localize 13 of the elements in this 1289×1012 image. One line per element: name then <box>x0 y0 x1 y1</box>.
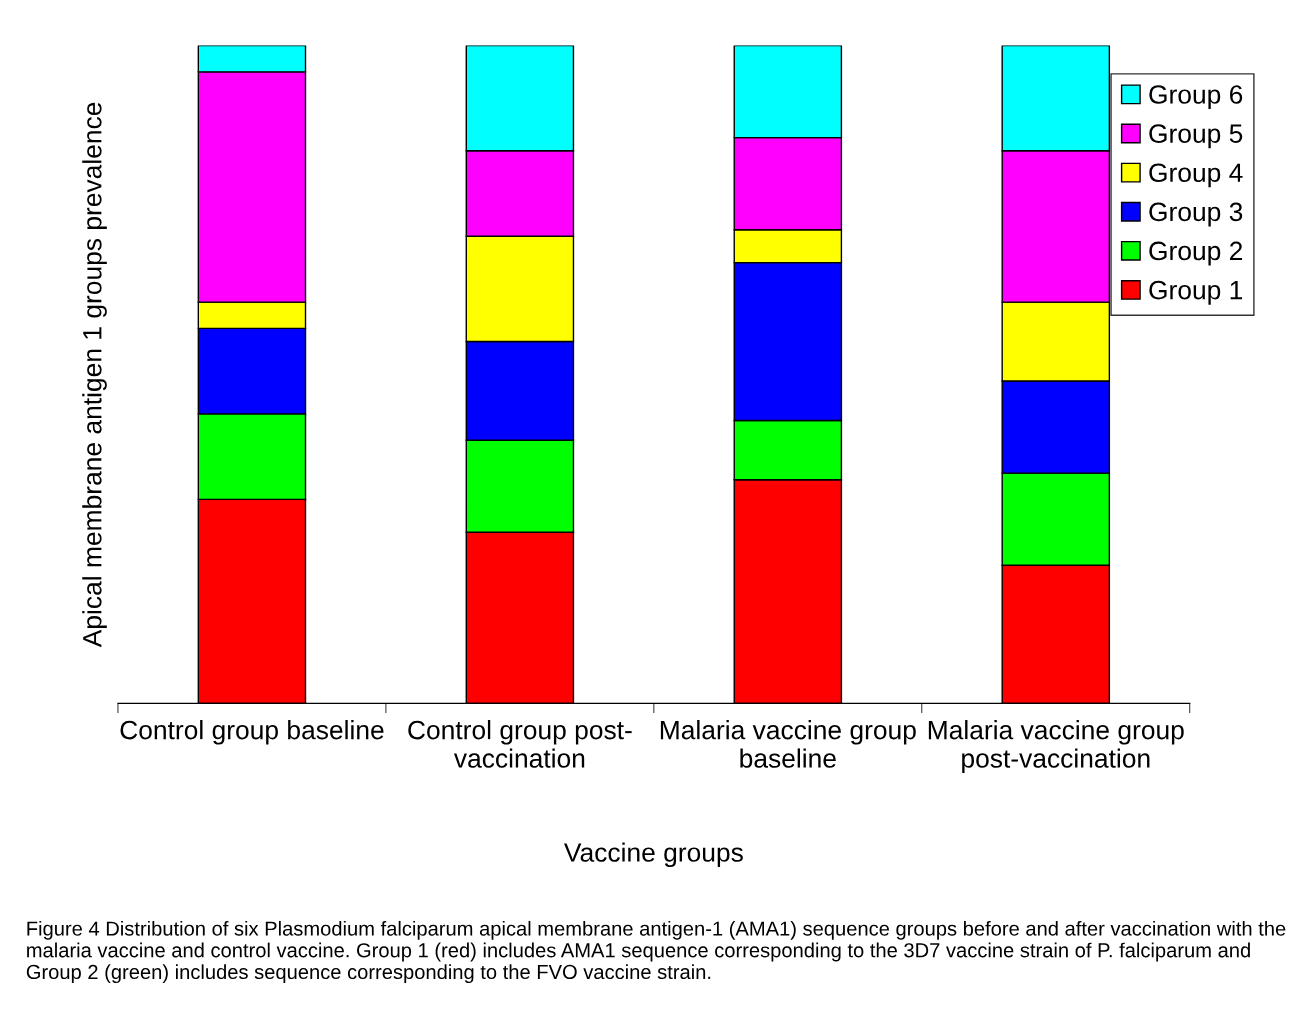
x-axis-title: Vaccine groups <box>563 842 743 868</box>
x-tick-label: Control group baseline <box>120 720 384 745</box>
legend-label: Group 1 <box>1149 280 1243 305</box>
legend-label: Group 2 <box>1149 241 1243 266</box>
legend-label: Group 6 <box>1149 85 1243 110</box>
x-tick-label: Malaria vaccine group baseline <box>660 720 916 768</box>
x-tick-label: Malaria vaccine group post-vaccination <box>928 720 1184 774</box>
caption: Figure 4 Distribution of six Plasmodium falciparum apical membrane antigen-1 (AMA1) sequence groups before and after vaccination with the malaria vaccine and control vaccine. Group 1 (red) includes AMA1 sequence corresponding to the 3D7 vaccine strain of P. falciparum and Group 2 (green) includes sequence corresponding to the FVO vaccine strain. <box>26 920 1286 984</box>
legend-label: Group 4 <box>1149 163 1243 188</box>
x-tick-label: Control group post- vaccination <box>408 720 632 768</box>
legend-label: Group 5 <box>1149 124 1243 149</box>
legend-label: Group 3 <box>1149 202 1243 227</box>
y-axis-title: Apical membrane antigen 1 groups prevalence <box>82 102 107 648</box>
